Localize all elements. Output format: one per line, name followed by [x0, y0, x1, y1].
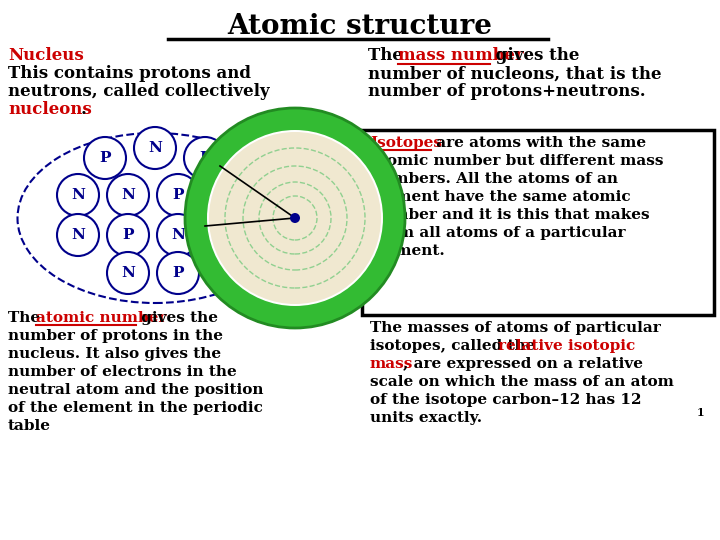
Circle shape [207, 174, 249, 216]
Text: atomic number: atomic number [36, 311, 166, 325]
Text: Isotopes: Isotopes [370, 136, 442, 150]
Text: The: The [368, 48, 409, 64]
Circle shape [184, 137, 226, 179]
Text: element.: element. [370, 244, 445, 258]
Circle shape [157, 174, 199, 216]
Text: N: N [148, 141, 162, 155]
Text: neutral atom and the position: neutral atom and the position [8, 383, 264, 397]
Text: P: P [222, 228, 234, 242]
Circle shape [84, 137, 126, 179]
Circle shape [107, 214, 149, 256]
Circle shape [157, 214, 199, 256]
Text: element have the same atomic: element have the same atomic [370, 190, 631, 204]
Text: N: N [71, 188, 85, 202]
Text: P: P [122, 228, 134, 242]
Text: N: N [121, 266, 135, 280]
Text: scale on which the mass of an atom: scale on which the mass of an atom [370, 375, 674, 389]
Text: N: N [171, 228, 185, 242]
Text: P: P [99, 151, 111, 165]
Text: The masses of atoms of particular: The masses of atoms of particular [370, 321, 661, 335]
Text: P: P [172, 188, 184, 202]
Text: N: N [71, 228, 85, 242]
Circle shape [134, 127, 176, 169]
Circle shape [57, 174, 99, 216]
Text: gives the: gives the [490, 48, 580, 64]
Text: are atoms with the same: are atoms with the same [431, 136, 646, 150]
Text: Nucleus: Nucleus [8, 48, 84, 64]
Text: number of electrons in the: number of electrons in the [8, 365, 237, 379]
Text: table: table [8, 419, 51, 433]
Text: of the element in the periodic: of the element in the periodic [8, 401, 263, 415]
Text: number of protons+neutrons.: number of protons+neutrons. [368, 84, 646, 100]
Text: .: . [81, 102, 87, 118]
Text: N: N [121, 188, 135, 202]
Text: Atomic structure: Atomic structure [228, 12, 492, 39]
Text: The: The [8, 311, 45, 325]
Text: mass: mass [370, 357, 413, 371]
Text: number and it is this that makes: number and it is this that makes [370, 208, 649, 222]
Text: them all atoms of a particular: them all atoms of a particular [370, 226, 626, 240]
Text: atomic number but different mass: atomic number but different mass [370, 154, 664, 168]
Text: , are expressed on a relative: , are expressed on a relative [403, 357, 643, 371]
Text: P: P [199, 151, 211, 165]
Text: of the isotope carbon–12 has 12: of the isotope carbon–12 has 12 [370, 393, 642, 407]
Circle shape [107, 174, 149, 216]
Circle shape [290, 213, 300, 223]
Text: isotopes, called the: isotopes, called the [370, 339, 541, 353]
Circle shape [209, 132, 381, 304]
Text: numbers. All the atoms of an: numbers. All the atoms of an [370, 172, 618, 186]
Circle shape [207, 214, 249, 256]
Text: nucleons: nucleons [8, 102, 91, 118]
Text: nucleus. It also gives the: nucleus. It also gives the [8, 347, 221, 361]
Text: mass number: mass number [398, 48, 523, 64]
Circle shape [207, 130, 383, 306]
Text: This contains protons and: This contains protons and [8, 65, 251, 83]
Text: number of protons in the: number of protons in the [8, 329, 223, 343]
Circle shape [185, 108, 405, 328]
Circle shape [57, 214, 99, 256]
Text: P: P [172, 266, 184, 280]
Bar [362, 130, 714, 315]
Text: number of nucleons, that is the: number of nucleons, that is the [368, 65, 662, 83]
Circle shape [157, 252, 199, 294]
Text: N: N [221, 188, 235, 202]
Text: gives the: gives the [136, 311, 218, 325]
Text: units exactly.: units exactly. [370, 411, 482, 425]
Text: relative isotopic: relative isotopic [498, 339, 635, 353]
Text: 1: 1 [697, 407, 705, 417]
Circle shape [107, 252, 149, 294]
Text: neutrons, called collectively: neutrons, called collectively [8, 84, 269, 100]
